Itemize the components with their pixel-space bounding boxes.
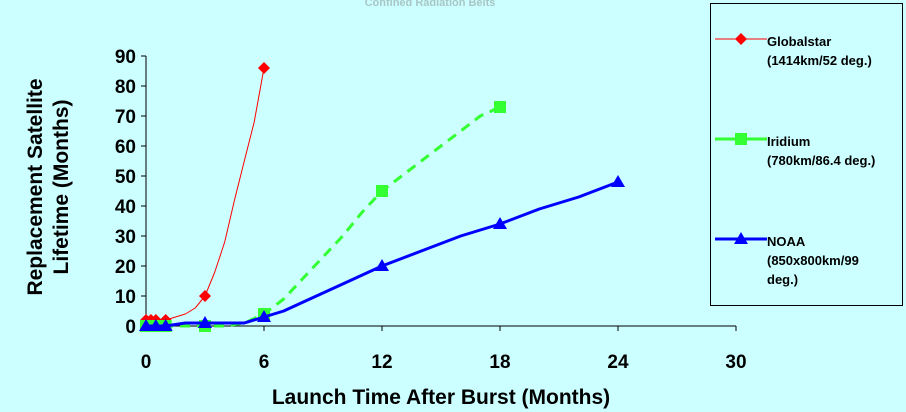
series-line-0 [146, 67, 265, 321]
data-point-triangle [158, 319, 173, 331]
y-tick-label: 30 [115, 227, 136, 248]
y-tick-label: 20 [115, 257, 136, 278]
y-axis-title-line-2: Lifetime (Months) [50, 100, 73, 275]
legend-label-globalstar: Globalstar (1414km/52 deg.) [767, 34, 872, 68]
chart-title: Confined Radiation Belts [364, 0, 496, 9]
y-tick-label: 40 [115, 197, 136, 218]
y-tick-label: 70 [115, 107, 136, 128]
data-point-triangle [148, 319, 163, 331]
x-tick-label: 6 [259, 352, 270, 373]
series-line-2 [146, 180, 619, 328]
data-point-diamond [258, 62, 270, 74]
diamond-marker-icon [735, 33, 747, 45]
data-point-triangle [493, 217, 507, 229]
triangle-marker-icon [734, 232, 748, 244]
x-tick-label: 30 [725, 352, 746, 373]
data-point-triangle [257, 310, 271, 322]
y-tick-label: 50 [115, 167, 136, 188]
series-layer [139, 62, 625, 332]
data-point-triangle [611, 175, 625, 187]
data-point-triangle [375, 259, 389, 271]
data-point-triangle [198, 316, 212, 328]
y-tick-label: 90 [115, 47, 136, 68]
axes: 0 10 20 30 40 50 60 70 80 90 0 6 12 18 24 30 [115, 47, 747, 373]
x-axis-title: Launch Time After Burst (Months) [272, 386, 610, 409]
legend-label-iridium: Iridium (780km/86.4 deg.) [767, 134, 876, 168]
legend: Globalstar (1414km/52 deg.) Iridium (780… [710, 3, 903, 306]
legend-swatch-noaa [715, 232, 767, 244]
data-point-triangle [139, 319, 153, 331]
y-tick-label: 60 [115, 137, 136, 158]
data-point-diamond [199, 290, 211, 302]
y-tick-label: 80 [115, 77, 136, 98]
y-tick-label: 10 [115, 287, 136, 308]
x-tick-label: 12 [371, 352, 392, 373]
x-tick-label: 0 [141, 352, 152, 373]
legend-swatch-iridium [715, 133, 767, 145]
y-axis-title-line-1: Replacement Satellite [24, 78, 47, 295]
legend-label-noaa: NOAA (850x800km/99 deg.) [767, 234, 859, 287]
x-tick-label: 18 [489, 352, 510, 373]
square-marker-icon [735, 133, 747, 145]
y-tick-label: 0 [125, 317, 136, 338]
data-point-square [376, 185, 388, 197]
y-axis-title: Replacement Satellite Lifetime (Months) [24, 78, 73, 295]
data-point-square [494, 101, 506, 113]
x-tick-label: 24 [607, 352, 629, 373]
legend-swatch-globalstar [715, 33, 767, 45]
